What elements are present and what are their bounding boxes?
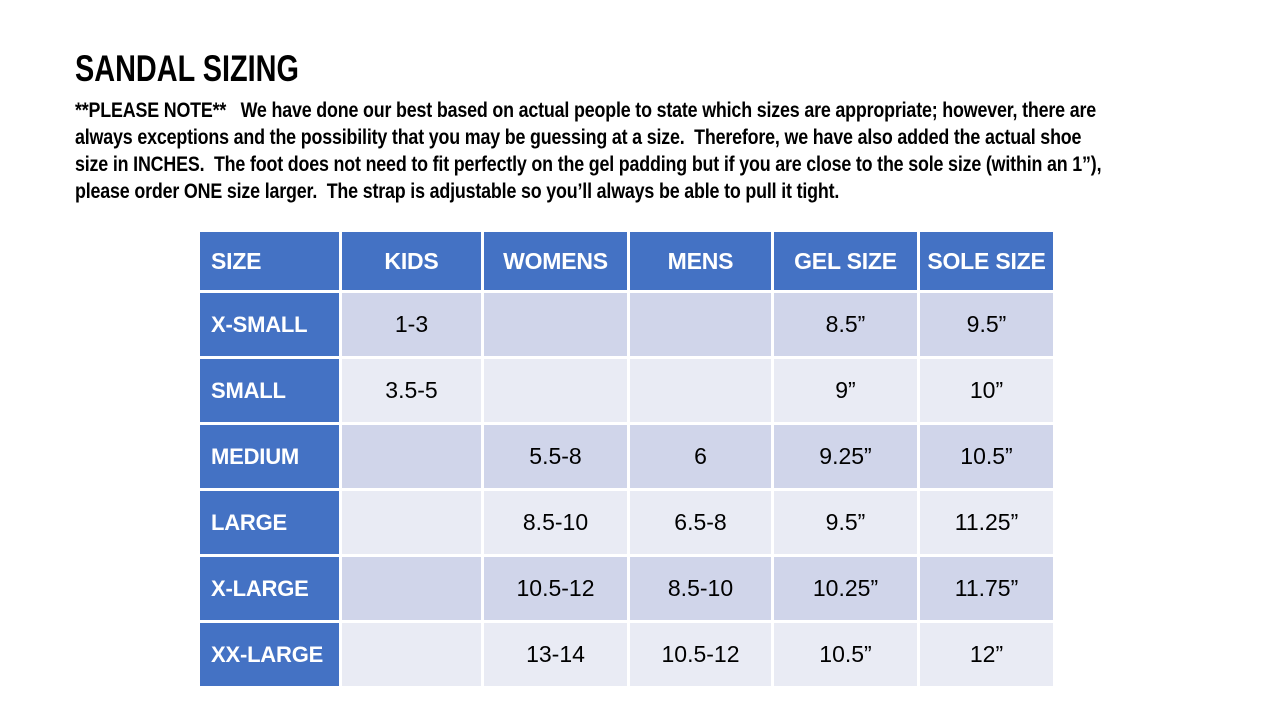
table-cell: [342, 491, 481, 554]
row-label-small: SMALL: [200, 359, 339, 422]
header-cell-womens: WOMENS: [484, 232, 627, 290]
table-cell: 5.5-8: [484, 425, 627, 488]
table-cell: 3.5-5: [342, 359, 481, 422]
header-cell-kids: KIDS: [342, 232, 481, 290]
table-cell: 10”: [920, 359, 1053, 422]
table-cell: 6: [630, 425, 771, 488]
table-cell: 10.5-12: [630, 623, 771, 686]
row-label-medium: MEDIUM: [200, 425, 339, 488]
row-label-x-small: X-SMALL: [200, 293, 339, 356]
table-cell: 8.5-10: [630, 557, 771, 620]
row-label-x-large: X-LARGE: [200, 557, 339, 620]
table-cell: 9”: [774, 359, 917, 422]
table-cell: 13-14: [484, 623, 627, 686]
table-cell: 6.5-8: [630, 491, 771, 554]
table-cell: 10.5”: [920, 425, 1053, 488]
table-cell: 9.5”: [774, 491, 917, 554]
note-paragraph: **PLEASE NOTE** We have done our best ba…: [75, 97, 1102, 205]
header-cell-sole-size: SOLE SIZE: [920, 232, 1053, 290]
note-line-3: size in INCHES. The foot does not need t…: [75, 153, 1102, 176]
table-cell: 8.5”: [774, 293, 917, 356]
header-cell-gel-size: GEL SIZE: [774, 232, 917, 290]
note-line-1: **PLEASE NOTE** We have done our best ba…: [75, 99, 1096, 122]
table-cell: [342, 623, 481, 686]
table-cell: [484, 359, 627, 422]
table-cell: [630, 293, 771, 356]
table-cell: 10.25”: [774, 557, 917, 620]
table-cell: 11.25”: [920, 491, 1053, 554]
table-cell: 9.25”: [774, 425, 917, 488]
note-line-2: always exceptions and the possibility th…: [75, 126, 1082, 149]
header-cell-mens: MENS: [630, 232, 771, 290]
header-cell-size: SIZE: [200, 232, 339, 290]
table-cell: [342, 425, 481, 488]
sizing-table: SIZE KIDS WOMENS MENS GEL SIZE SOLE SIZE…: [200, 232, 1053, 686]
table-cell: 9.5”: [920, 293, 1053, 356]
table-cell: [342, 557, 481, 620]
table-cell: 10.5-12: [484, 557, 627, 620]
table-cell: 10.5”: [774, 623, 917, 686]
row-label-large: LARGE: [200, 491, 339, 554]
table-cell: 8.5-10: [484, 491, 627, 554]
table-cell: [484, 293, 627, 356]
table-cell: [630, 359, 771, 422]
table-cell: 11.75”: [920, 557, 1053, 620]
page-title: SANDAL SIZING: [75, 48, 299, 89]
row-label-xx-large: XX-LARGE: [200, 623, 339, 686]
note-line-4: please order ONE size larger. The strap …: [75, 180, 840, 203]
table-cell: 12”: [920, 623, 1053, 686]
table-cell: 1-3: [342, 293, 481, 356]
